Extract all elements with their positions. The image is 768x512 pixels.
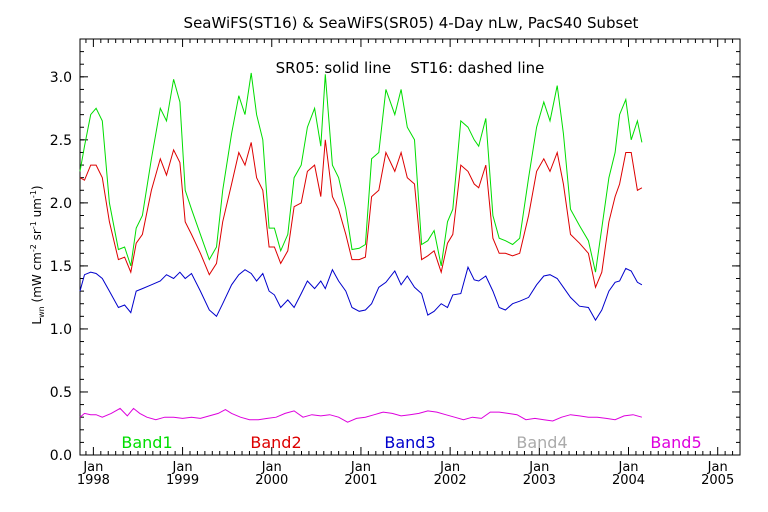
x-tick-year: 2003 xyxy=(523,473,556,488)
y-axis: 0.0 0.5 1.0 1.5 2.0 2.5 3.0 xyxy=(50,38,740,464)
y-tick-label: 2.5 xyxy=(50,133,72,149)
x-tick-month: Jan xyxy=(617,460,638,475)
x-tick-year: 2000 xyxy=(255,473,288,488)
x-tick-year: 2004 xyxy=(612,473,645,488)
y-tick-label: 0.5 xyxy=(50,385,72,401)
x-tick-month: Jan xyxy=(261,460,282,475)
x-tick-month: Jan xyxy=(82,460,103,475)
series-line-band3 xyxy=(79,265,643,322)
svg-text:Lwn (mW cm-2 sr-1 um-1): Lwn (mW cm-2 sr-1 um-1) xyxy=(29,185,46,324)
x-tick-year: 2005 xyxy=(701,473,734,488)
x-tick-month: Jan xyxy=(707,460,728,475)
y-tick-label: 3.0 xyxy=(50,70,72,86)
legend-item-band2: Band2 xyxy=(250,433,301,452)
x-tick-month: Jan xyxy=(172,460,193,475)
y-tick-label: 1.0 xyxy=(50,322,72,338)
x-tick-year: 2002 xyxy=(434,473,467,488)
series-line-band5 xyxy=(79,407,643,423)
x-tick-year: 1999 xyxy=(166,473,199,488)
chart-title: SeaWiFS(ST16) & SeaWiFS(SR05) 4-Day nLw,… xyxy=(184,14,639,32)
y-tick-label: 1.5 xyxy=(50,259,72,275)
series-line-band2 xyxy=(79,139,643,289)
legend-item-band3: Band3 xyxy=(384,433,435,452)
y-axis-label: Lwn (mW cm-2 sr-1 um-1) xyxy=(29,185,46,324)
legend-item-band5: Band5 xyxy=(650,433,701,452)
x-tick-month: Jan xyxy=(528,460,549,475)
legend-item-band1: Band1 xyxy=(121,433,172,452)
x-axis: Jan1998Jan1999Jan2000Jan2001Jan2002Jan20… xyxy=(77,39,734,488)
legend: Band1 Band2 Band3 Band4 Band5 xyxy=(121,433,701,452)
series-line-band1 xyxy=(79,72,643,273)
x-tick-year: 2001 xyxy=(344,473,377,488)
plot-frame xyxy=(79,38,741,456)
x-tick-year: 1998 xyxy=(77,473,110,488)
chart-annotation: SR05: solid line ST16: dashed line xyxy=(276,59,545,77)
y-tick-label: 2.0 xyxy=(50,196,72,212)
y-tick-label: 0.0 xyxy=(50,448,72,464)
legend-item-band4: Band4 xyxy=(516,433,567,452)
x-tick-month: Jan xyxy=(350,460,371,475)
x-tick-month: Jan xyxy=(439,460,460,475)
series-group xyxy=(79,72,643,423)
